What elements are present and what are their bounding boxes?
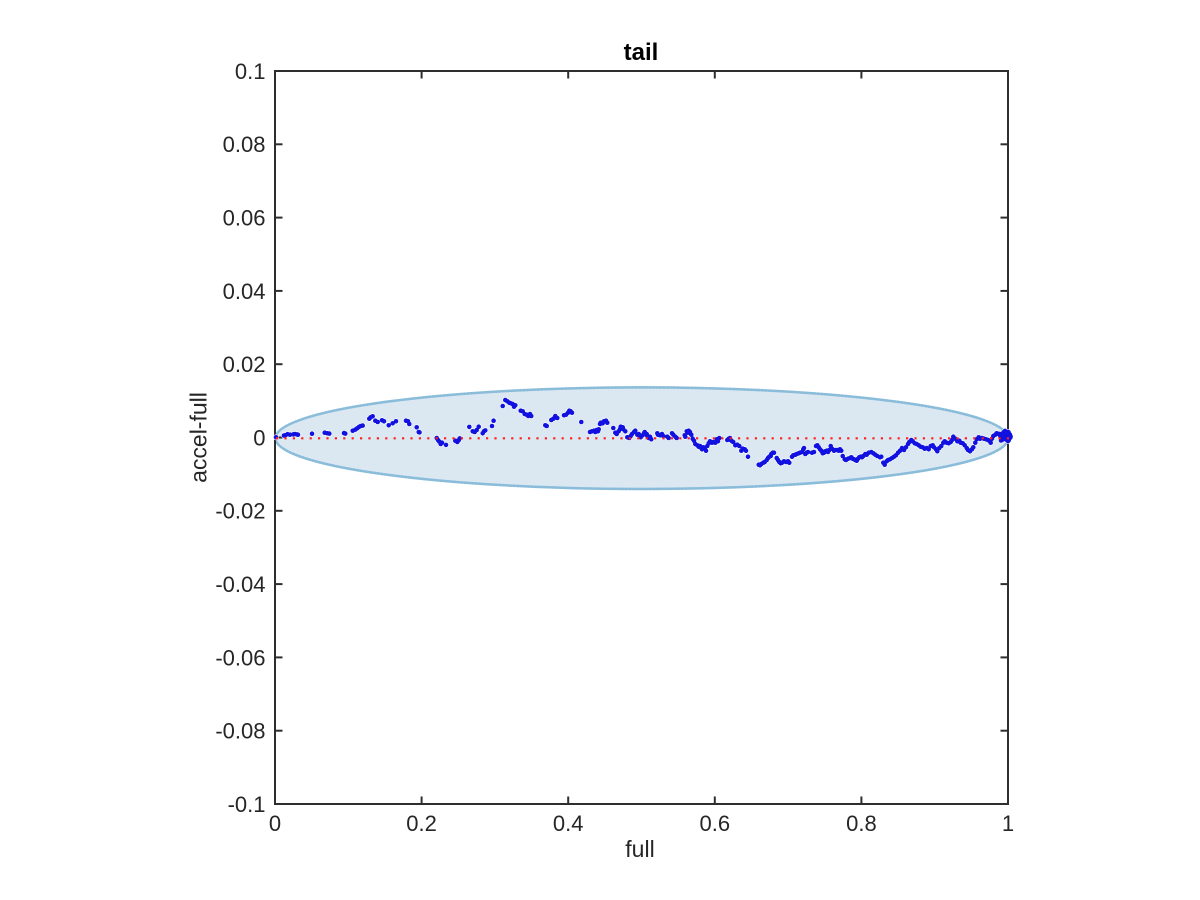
svg-text:0.06: 0.06	[223, 206, 266, 231]
svg-text:0.2: 0.2	[406, 811, 437, 836]
svg-text:-0.02: -0.02	[215, 499, 265, 524]
svg-text:full: full	[625, 836, 654, 862]
svg-text:0.1: 0.1	[235, 59, 266, 84]
svg-text:-0.1: -0.1	[228, 792, 266, 817]
svg-text:-0.04: -0.04	[215, 572, 265, 597]
svg-text:tail: tail	[624, 39, 659, 66]
svg-text:0: 0	[269, 811, 281, 836]
svg-text:1: 1	[1002, 811, 1014, 836]
svg-text:-0.06: -0.06	[215, 645, 265, 670]
svg-text:accel-full: accel-full	[186, 392, 212, 483]
svg-text:0: 0	[253, 425, 265, 450]
svg-text:0.6: 0.6	[700, 811, 731, 836]
svg-text:0.02: 0.02	[223, 352, 266, 377]
svg-text:0.08: 0.08	[223, 132, 266, 157]
svg-text:0.8: 0.8	[846, 811, 877, 836]
svg-text:-0.08: -0.08	[215, 719, 265, 744]
svg-text:0.4: 0.4	[553, 811, 584, 836]
svg-text:0.04: 0.04	[223, 279, 266, 304]
